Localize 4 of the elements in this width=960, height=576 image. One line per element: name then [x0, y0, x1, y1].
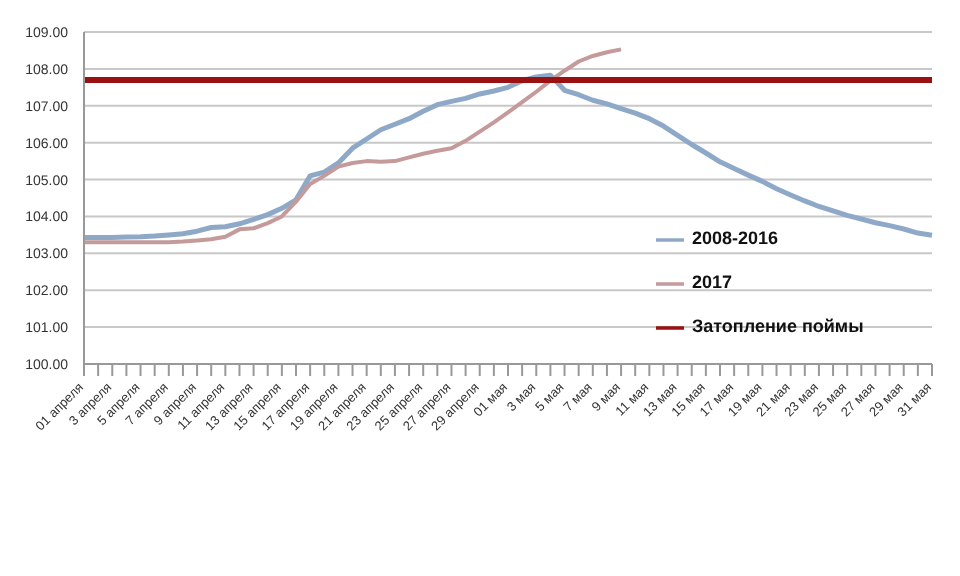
legend-label: 2017	[692, 272, 733, 292]
line-series	[82, 47, 624, 245]
legend-label: Затопление поймы	[692, 316, 864, 336]
legend-label: 2008-2016	[692, 228, 779, 248]
